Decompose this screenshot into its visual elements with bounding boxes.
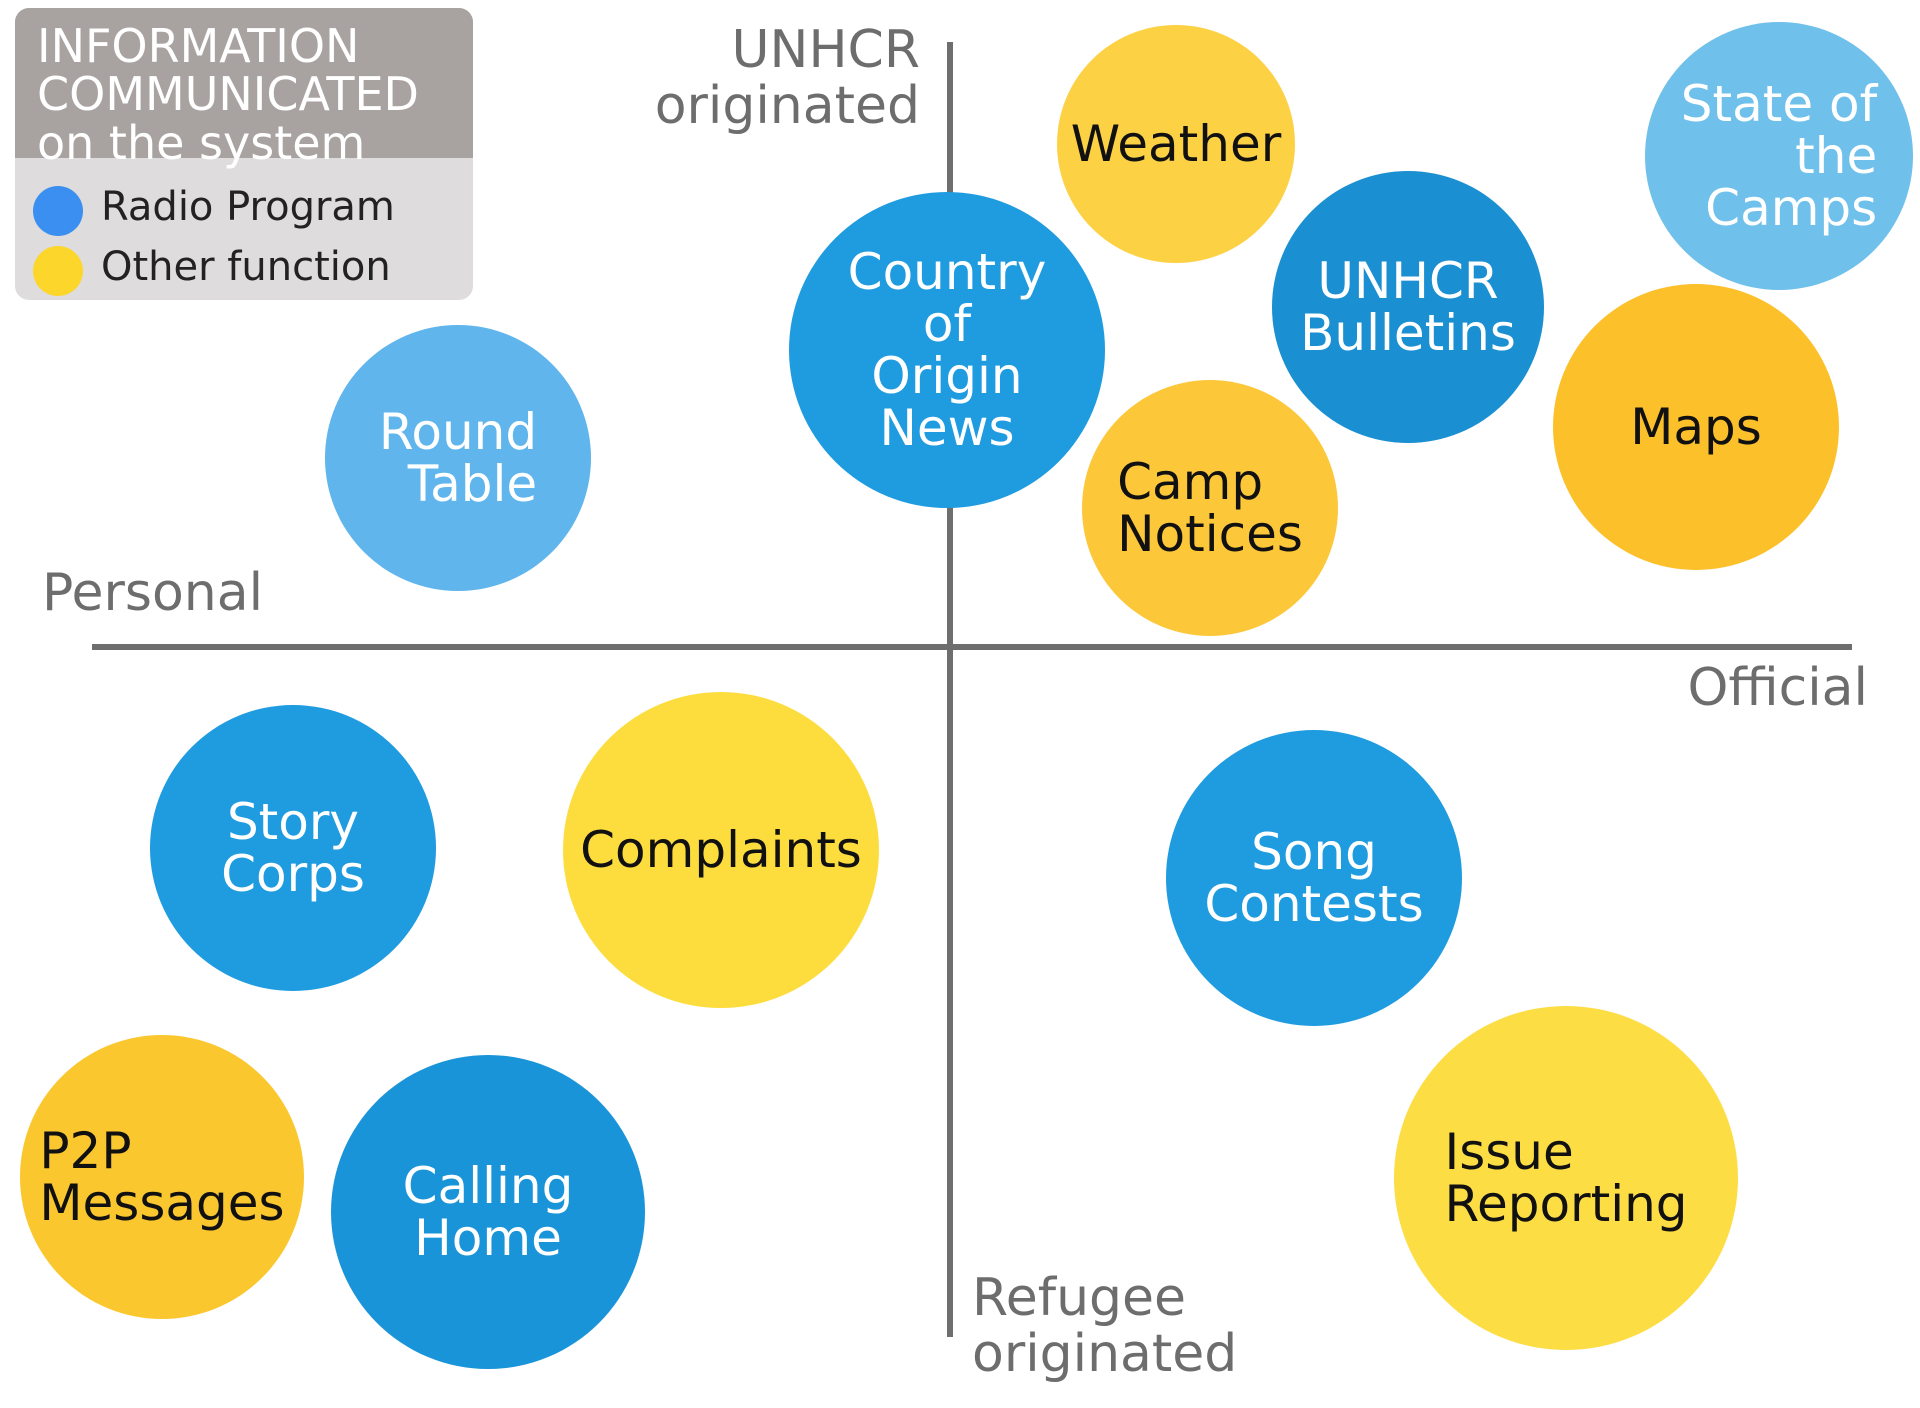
bubble-country-of-origin-news: Country of Origin News [789,192,1105,508]
bubble-label: P2P Messages [39,1122,285,1232]
legend-item-label: Radio Program [101,184,395,230]
legend: INFORMATION COMMUNICATED on the system R… [15,8,473,300]
bubble-story-corps: Story Corps [150,705,436,991]
bubble-complaints: Complaints [563,692,879,1008]
axis-label-right: Official [1687,658,1868,718]
bubble-label: Round Table [378,403,538,513]
bubble-label: Calling Home [402,1157,574,1267]
bubble-issue-reporting: Issue Reporting [1394,1006,1738,1350]
bubble-state-of-the-camps: State of the Camps [1645,22,1913,290]
bubble-label: Country of Origin News [847,243,1047,457]
bubble-label: Story Corps [221,793,365,903]
legend-item-other-function: Other function [15,238,473,298]
bubble-calling-home: Calling Home [331,1055,645,1369]
bubble-camp-notices: Camp Notices [1082,380,1338,636]
bubble-label: Weather [1070,115,1282,173]
vertical-axis [947,42,953,1337]
bubble-label: Song Contests [1204,823,1424,933]
legend-swatch [33,246,83,296]
legend-item-label: Other function [101,244,391,290]
bubble-round-table: Round Table [325,325,591,591]
legend-title: INFORMATION COMMUNICATED on the system [15,8,473,167]
bubble-label: Camp Notices [1117,453,1303,563]
legend-swatch [33,186,83,236]
bubble-song-contests: Song Contests [1166,730,1462,1026]
axis-label-left: Personal [42,563,264,623]
bubble-label: Maps [1630,398,1762,456]
bubble-label: UNHCR Bulletins [1300,252,1516,362]
axis-label-top: UNHCR originated [654,20,920,137]
legend-item-radio-program: Radio Program [15,178,473,238]
bubble-label: Issue Reporting [1444,1123,1688,1233]
bubble-label: State of the Camps [1680,75,1878,237]
bubble-maps: Maps [1553,284,1839,570]
bubble-unhcr-bulletins: UNHCR Bulletins [1272,171,1544,443]
horizontal-axis [92,644,1852,650]
bubble-weather: Weather [1057,25,1295,263]
bubble-label: Complaints [580,821,862,879]
bubble-p2p-messages: P2P Messages [20,1035,304,1319]
axis-label-bottom: Refugee originated [972,1268,1238,1385]
